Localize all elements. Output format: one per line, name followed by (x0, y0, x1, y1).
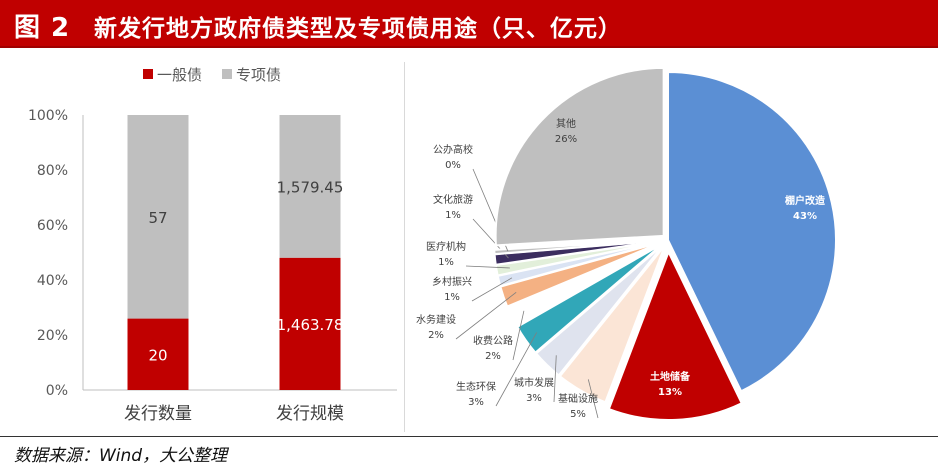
pie-slice (494, 66, 665, 247)
bar-segment (127, 318, 189, 390)
legend-label: 一般债 (157, 66, 202, 84)
figure-title: 新发行地方政府债类型及专项债用途（只、亿元） (94, 16, 622, 42)
pie-slice-value: 0% (445, 160, 461, 171)
pie-slice-name: 棚户改造 (785, 194, 826, 207)
pie-leader-line (587, 379, 599, 419)
bar-segment (279, 115, 341, 258)
source-rule (0, 436, 938, 437)
panel-divider (404, 62, 405, 432)
y-tick-label: 40% (37, 273, 68, 289)
pie-leader-line (495, 332, 538, 407)
pie-slice-value: 1% (444, 292, 460, 303)
y-tick-label: 20% (37, 328, 68, 344)
pie-slice-name: 公办高校 (433, 143, 473, 156)
title-bar: 图 2 新发行地方政府债类型及专项债用途（只、亿元） (0, 0, 938, 46)
pie-slice-value: 3% (526, 393, 542, 404)
pie-leader-line (471, 277, 513, 302)
pie-slice-name: 其他 (556, 117, 576, 130)
pie-leader-line (465, 265, 510, 269)
pie-leader-line (455, 291, 517, 340)
bar-segment (127, 115, 189, 319)
pie-slice-value: 2% (485, 351, 501, 362)
figure-number: 图 2 (14, 13, 71, 43)
pie-slice-value: 1% (438, 257, 454, 268)
pie-slice-name: 收费公路 (473, 334, 513, 347)
pie-slice (667, 70, 837, 393)
pie-slice-value: 43% (793, 211, 817, 222)
pie-slice-value: 1% (445, 210, 461, 221)
pie-slice-value: 2% (428, 330, 444, 341)
bar-data-label: 1,579.45 (277, 178, 344, 196)
legend-swatch (222, 69, 232, 79)
pie-slice-name: 城市发展 (514, 376, 554, 389)
x-tick-label: 发行数量 (124, 404, 192, 424)
bar-data-label: 57 (148, 209, 167, 227)
legend-swatch (143, 69, 153, 79)
pie-slice-name: 文化旅游 (433, 193, 473, 206)
bar-data-label: 20 (148, 346, 167, 364)
pie-slice-name: 生态环保 (456, 380, 496, 393)
source-note: 数据来源：Wind，大公整理 (14, 446, 228, 466)
y-tick-label: 60% (37, 218, 68, 234)
bar-segment (279, 257, 341, 390)
title-separator (0, 46, 938, 48)
pie-slice (493, 239, 663, 256)
pie-slice (607, 249, 744, 421)
pie-leader-line (553, 355, 557, 403)
pie-slice-name: 土地储备 (650, 370, 691, 383)
pie-slice-name: 乡村振兴 (432, 275, 472, 288)
pie-slice-value: 13% (658, 387, 682, 398)
pie-leader-line (512, 310, 525, 361)
y-tick-label: 80% (37, 163, 68, 179)
bar-data-label: 1,463.78 (277, 316, 344, 334)
pie-slice-value: 3% (468, 397, 484, 408)
y-tick-label: 100% (28, 108, 68, 124)
pie-slice-name: 水务建设 (416, 313, 456, 326)
legend-label: 专项债 (236, 66, 281, 84)
pie-slice-name: 基础设施 (558, 392, 598, 405)
x-tick-label: 发行规模 (276, 404, 344, 424)
pie-slice-value: 26% (555, 134, 577, 145)
y-tick-label: 0% (46, 383, 68, 399)
pie-slice-value: 5% (570, 409, 586, 420)
pie-slice-name: 医疗机构 (426, 240, 466, 253)
pie-slice (534, 243, 665, 377)
pie-slice (558, 244, 666, 404)
